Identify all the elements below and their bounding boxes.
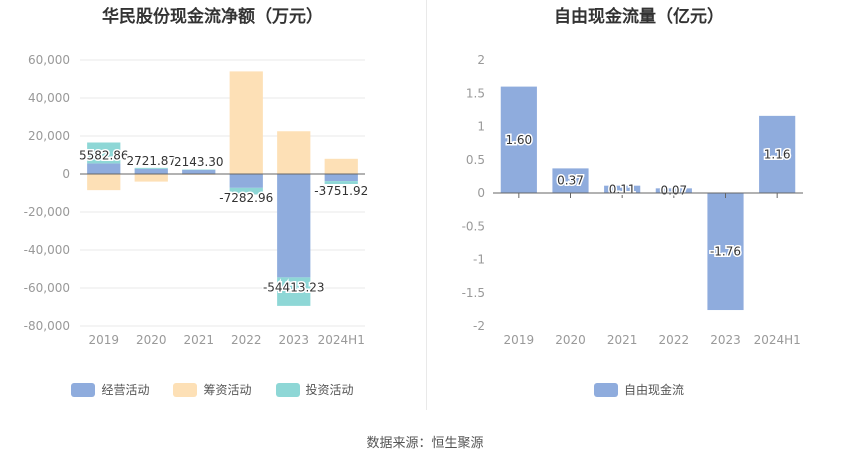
fcf-legend: 自由现金流 <box>428 381 850 398</box>
y-tick-label: 60,000 <box>28 53 70 67</box>
data-label: -7282.96 <box>219 191 273 205</box>
data-label: 1.16 <box>764 147 791 161</box>
data-label: -1.76 <box>710 245 741 259</box>
y-tick-label: -80,000 <box>24 319 70 333</box>
y-tick-label: 20,000 <box>28 129 70 143</box>
x-tick-label: 2024H1 <box>318 333 365 347</box>
y-tick-label: -2 <box>473 319 485 333</box>
bar-segment <box>229 187 263 195</box>
x-tick-label: 2022 <box>231 333 262 347</box>
x-tick-label: 2019 <box>504 333 535 347</box>
x-tick-label: 2019 <box>88 333 119 347</box>
x-tick-label: 2023 <box>710 333 741 347</box>
y-tick-label: 2 <box>477 53 485 67</box>
y-tick-label: -1.5 <box>462 286 485 300</box>
data-label: 0.37 <box>557 174 584 188</box>
y-tick-label: 0 <box>477 186 485 200</box>
data-label: 2721.87 <box>126 154 176 168</box>
bar <box>604 185 641 193</box>
x-tick-label: 2022 <box>659 333 690 347</box>
y-tick-label: -1 <box>473 253 485 267</box>
x-tick-label: 2023 <box>278 333 309 347</box>
y-tick-label: 0 <box>62 167 70 181</box>
bar-segment <box>324 158 358 174</box>
x-tick-label: 2021 <box>607 333 638 347</box>
y-tick-label: 0.5 <box>466 153 485 167</box>
legend-item-financing[interactable]: 筹资活动 <box>173 381 252 398</box>
bar <box>707 193 744 311</box>
data-label: 1.60 <box>505 133 532 147</box>
cashflow-chart-panel: 华民股份现金流净额（万元） 60,000 40,000 20,000 0 -20,000… <box>0 0 425 410</box>
legend-item-fcf[interactable]: 自由现金流 <box>593 381 684 398</box>
x-tick-label: 2021 <box>183 333 214 347</box>
fcf-chart-panel: 自由现金流量（亿元） 2 1.5 1 0.5 0 -0.5 -1 -1.5 -2 2019 1.60… <box>428 0 850 410</box>
data-label: 5582.86 <box>79 148 129 162</box>
cashflow-chart-title: 华民股份现金流净额（万元） <box>102 7 323 27</box>
bar <box>759 115 796 193</box>
legend-item-operating[interactable]: 经营活动 <box>71 381 149 398</box>
x-tick-label: 2020 <box>136 333 167 347</box>
y-tick-label: -40,000 <box>24 243 70 257</box>
legend-label-fcf: 自由现金流 <box>623 383 684 397</box>
data-source-note: 数据来源：恒生聚源 <box>366 436 484 451</box>
fcf-chart-plot: 2 1.5 1 0.5 0 -0.5 -1 -1.5 -2 2019 1.60 2020 0.37 202… <box>462 53 803 347</box>
data-label: 0.11 <box>609 182 636 196</box>
data-label: -54413.23 <box>263 280 325 294</box>
x-tick-label: 2024H1 <box>754 333 801 347</box>
bar-segment <box>134 168 168 174</box>
bar-segment <box>229 71 263 174</box>
y-tick-label: 1 <box>477 120 485 134</box>
bar-segment <box>87 163 121 174</box>
bar-segment <box>277 277 311 306</box>
bar <box>552 168 589 193</box>
bar-segment <box>324 181 358 184</box>
y-tick-label: 40,000 <box>28 91 70 105</box>
data-label: 0.07 <box>660 184 687 198</box>
cashflow-chart-plot: 60,000 40,000 20,000 0 -20,000 -40,000 -60,000… <box>24 53 370 347</box>
legend-label-operating: 经营活动 <box>101 383 150 397</box>
y-tick-label: -0.5 <box>462 219 485 233</box>
y-tick-label: -60,000 <box>24 281 70 295</box>
legend-swatch-fcf <box>593 382 618 397</box>
legend-item-investing[interactable]: 投资活动 <box>275 381 354 398</box>
legend-label-financing: 筹资活动 <box>203 383 252 397</box>
bar-segment <box>134 167 168 169</box>
y-tick-label: 1.5 <box>466 86 485 100</box>
bar-segment <box>324 174 358 182</box>
data-label: -3751.92 <box>314 184 368 198</box>
legend-swatch-operating <box>71 382 96 397</box>
bar-segment <box>277 131 311 174</box>
data-label: 2143.30 <box>174 155 224 169</box>
bar-segment <box>134 174 168 182</box>
bar-segment <box>277 174 311 278</box>
legend-label-investing: 投资活动 <box>305 383 354 397</box>
bar-segment <box>229 174 263 188</box>
fcf-chart-title: 自由现金流量（亿元） <box>554 7 724 27</box>
bar-segment <box>182 169 216 171</box>
y-tick-label: -20,000 <box>24 205 70 219</box>
bar-segment <box>87 174 121 191</box>
legend-swatch-financing <box>173 382 198 397</box>
bar <box>655 188 692 193</box>
x-tick-label: 2020 <box>555 333 586 347</box>
bar-segment <box>87 142 121 164</box>
bar <box>500 86 537 193</box>
bar-segment <box>182 169 216 174</box>
legend-swatch-investing <box>275 382 300 397</box>
cashflow-legend: 经营活动 筹资活动 投资活动 <box>0 381 425 398</box>
panel-divider <box>426 0 427 410</box>
